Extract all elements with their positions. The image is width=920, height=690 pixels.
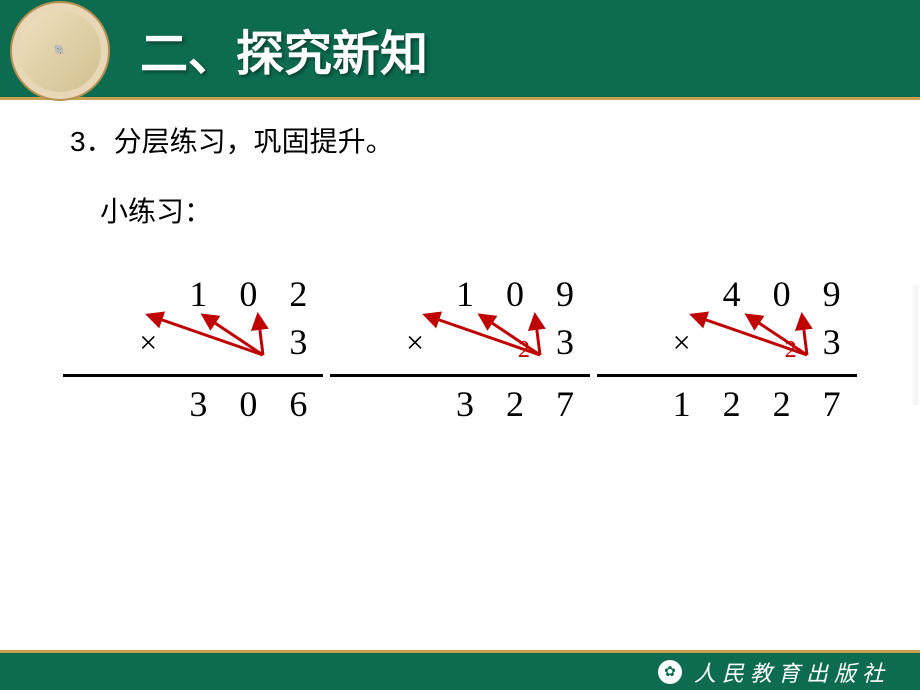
- digit: 2: [273, 273, 323, 315]
- result-row: 1227: [597, 374, 857, 422]
- logo-inner: 🐘: [19, 10, 101, 92]
- logo-badge: 🐘: [10, 1, 110, 101]
- result-digit: 7: [807, 383, 857, 425]
- digit: 0: [490, 273, 540, 315]
- result-row: 327: [330, 374, 590, 422]
- multiplier-row: × 32: [330, 318, 590, 366]
- result-digit: 3: [440, 383, 490, 425]
- multiplicand-row: 102: [63, 270, 323, 318]
- multiplier-row: ×3: [63, 318, 323, 366]
- digit: 0: [223, 273, 273, 315]
- result-row: 306: [63, 374, 323, 422]
- multiply-sign: ×: [657, 324, 707, 361]
- result-digit: 3: [173, 383, 223, 425]
- multiplication-problem: 409×321227: [597, 270, 857, 422]
- multiplicand-row: 409: [597, 270, 857, 318]
- digit: 4: [707, 273, 757, 315]
- problems-container: 102×3306109×32327409×321227: [40, 270, 880, 422]
- publisher-icon: ✿: [658, 660, 682, 684]
- result-digit: 2: [490, 383, 540, 425]
- multiplier-digit: 3: [807, 321, 857, 363]
- digit: 9: [540, 273, 590, 315]
- multiplier-row: × 32: [597, 318, 857, 366]
- header-title: 二、探究新知: [140, 14, 428, 84]
- header-bar: 🐘 二、探究新知: [0, 0, 920, 100]
- multiplier-digit: 3: [273, 321, 323, 363]
- digit: 1: [440, 273, 490, 315]
- multiplication-problem: 109×32327: [330, 270, 590, 422]
- result-digit: 6: [273, 383, 323, 425]
- content-area: 3．分层练习，巩固提升。 小练习： 102×3306109×32327409×3…: [0, 100, 920, 442]
- footer-bar: ✿ 人民教育出版社: [0, 650, 920, 690]
- practice-label: 小练习：: [100, 190, 880, 230]
- result-digit: 0: [223, 383, 273, 425]
- carry-digit: 2: [518, 337, 530, 364]
- multiplication-problem: 102×3306: [63, 270, 323, 422]
- section-subtitle: 3．分层练习，巩固提升。: [70, 120, 880, 160]
- page-curl-shadow: [910, 285, 918, 405]
- publisher-name: 人民教育出版社: [694, 656, 890, 688]
- carry-digit: 2: [785, 337, 797, 364]
- multiply-sign: ×: [390, 324, 440, 361]
- result-digit: 2: [707, 383, 757, 425]
- multiplicand-row: 109: [330, 270, 590, 318]
- multiply-sign: ×: [123, 324, 173, 361]
- multiplier-digit: 3: [540, 321, 590, 363]
- digit: 0: [757, 273, 807, 315]
- result-digit: 1: [657, 383, 707, 425]
- digit: 1: [173, 273, 223, 315]
- digit: 9: [807, 273, 857, 315]
- result-digit: 7: [540, 383, 590, 425]
- result-digit: 2: [757, 383, 807, 425]
